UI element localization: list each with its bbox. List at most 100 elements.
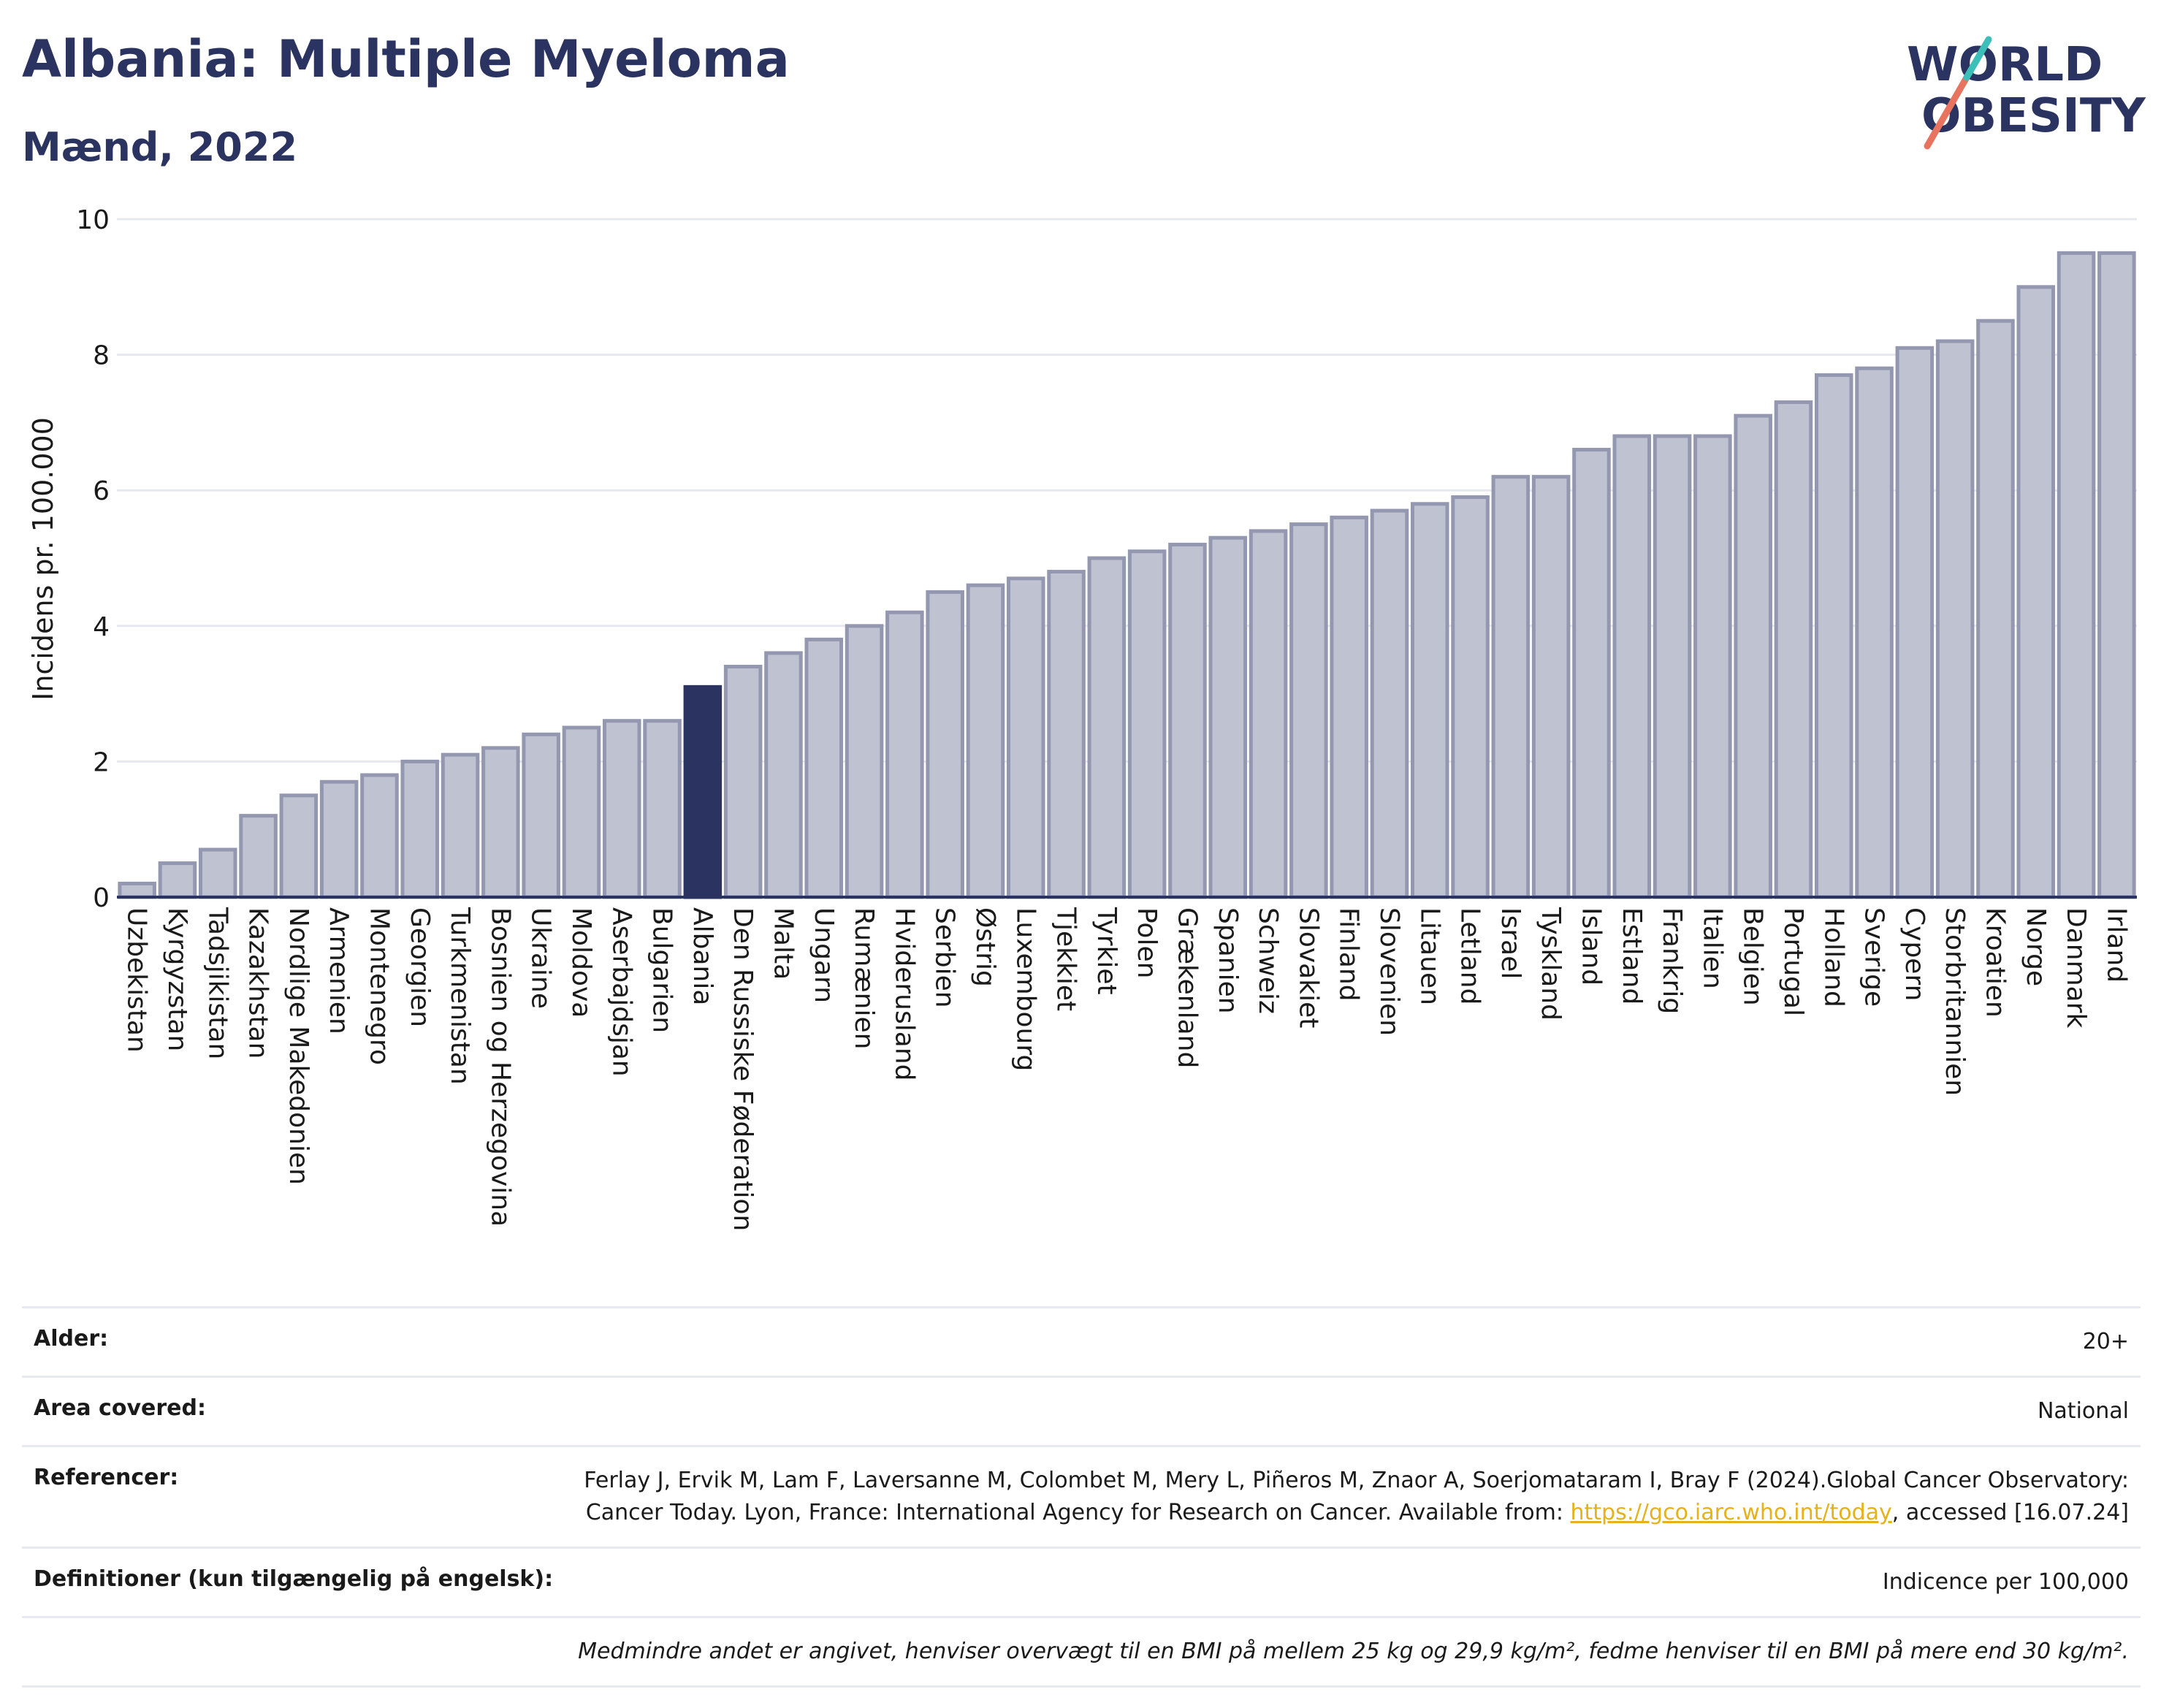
bmi-note: Medmindre andet er angivet, henviser ove…	[578, 1639, 2129, 1664]
x-tick-label: Serbien	[930, 907, 960, 1008]
x-tick-label: Kazakhstan	[243, 907, 273, 1059]
bar-finland	[1330, 515, 1368, 899]
bar-malta	[764, 651, 803, 899]
bar-litauen	[1410, 502, 1449, 899]
x-tick-label: Norge	[2021, 907, 2051, 986]
bar-ukraine	[522, 732, 560, 899]
bar-uzbekistan	[118, 881, 156, 899]
bar-holland	[1814, 373, 1853, 899]
x-tick-label: Nordlige Makedonien	[283, 907, 313, 1185]
bar-polen	[1127, 549, 1167, 899]
x-tick-label: Malta	[768, 907, 798, 980]
bar-letland	[1451, 495, 1490, 899]
tick-labels: 0 2 4 6 8 10 Uzbekistan Kyrgyzstan Tadsjikistan K…	[76, 205, 2131, 1231]
area-label: Area covered:	[34, 1395, 206, 1421]
bar-island	[1572, 448, 1611, 899]
x-tick-label: Italien	[1697, 907, 1727, 989]
x-tick-label: Schweiz	[1253, 907, 1283, 1014]
definitions-value: Indicence per 100,000	[1882, 1569, 2129, 1595]
y-tick-label: 6	[93, 476, 110, 506]
x-tick-label: Rumænien	[849, 907, 879, 1049]
info-row-age: Alder: 20+	[22, 1306, 2141, 1376]
info-row-definitions: Definitioner (kun tilgængelig på engelsk…	[22, 1547, 2141, 1616]
x-tick-label: Irland	[2101, 907, 2131, 983]
bar-slovakiet	[1289, 522, 1328, 899]
bars	[118, 251, 2136, 899]
x-tick-label: Ungarn	[809, 907, 839, 1003]
bar-tadsjikistan	[198, 847, 237, 899]
x-tick-label: Slovakiet	[1293, 907, 1323, 1028]
x-tick-label: Danmark	[2061, 907, 2091, 1029]
bar-estland	[1612, 434, 1652, 899]
bar-cypern	[1895, 346, 1935, 899]
info-row-note: Medmindre andet er angivet, henviser ove…	[22, 1616, 2141, 1688]
x-tick-label: Estland	[1617, 907, 1647, 1004]
bar-rumænien	[845, 624, 884, 899]
x-tick-label: Tadsjikistan	[202, 907, 232, 1059]
y-tick-label: 8	[93, 341, 110, 371]
bar-bosnien-og-herzegovina	[481, 746, 520, 899]
y-tick-label: 2	[93, 747, 110, 777]
x-tick-label: Frankrig	[1657, 907, 1687, 1014]
bar-schweiz	[1249, 529, 1288, 899]
bar-storbritannien	[1935, 339, 1975, 899]
x-tick-label: Tyskland	[1536, 907, 1566, 1021]
x-tick-label: Israel	[1495, 907, 1525, 979]
x-tick-label: Kyrgyzstan	[162, 907, 192, 1051]
x-tick-label: Cypern	[1899, 907, 1929, 1001]
bar-portugal	[1774, 400, 1813, 899]
reference-link[interactable]: https://gco.iarc.who.int/today	[1570, 1500, 1892, 1525]
bar-slovenien	[1370, 508, 1409, 899]
x-tick-label: Belgien	[1738, 907, 1768, 1006]
bar-montenegro	[360, 773, 399, 899]
info-row-references: Referencer: Ferlay J, Ervik M, Lam F, La…	[22, 1445, 2141, 1547]
bar-albania	[683, 685, 723, 899]
x-tick-label: Slovenien	[1374, 907, 1404, 1036]
x-tick-label: Kroatien	[1980, 907, 2010, 1018]
x-tick-label: Spanien	[1213, 907, 1243, 1014]
reference-text: Ferlay J, Ervik M, Lam F, Laversanne M, …	[584, 1468, 2129, 1525]
bar-belgien	[1734, 413, 1772, 899]
age-label: Alder:	[34, 1326, 109, 1351]
x-tick-label: Montenegro	[364, 907, 394, 1065]
bar-israel	[1491, 475, 1531, 899]
reference-accessed: , accessed [16.07.24]	[1891, 1500, 2129, 1525]
x-tick-label: Ukraine	[526, 907, 556, 1009]
bar-den-russiske-føderation	[723, 664, 763, 899]
bar-hviderusland	[885, 610, 924, 899]
x-tick-label: Portugal	[1778, 907, 1808, 1016]
info-row-area: Area covered: National	[22, 1376, 2141, 1445]
logo-line-2: OBESITY	[1921, 89, 2146, 143]
y-tick-label: 10	[76, 205, 110, 235]
bar-nordlige-makedonien	[279, 793, 319, 899]
bar-chart: 0 2 4 6 8 10 Uzbekistan Kyrgyzstan Tadsjikistan K…	[27, 205, 2137, 1231]
x-tick-label: Holland	[1818, 907, 1848, 1007]
x-tick-label: Tjekkiet	[1051, 907, 1081, 1011]
x-tick-label: Hviderusland	[889, 907, 919, 1080]
x-tick-label: Aserbajdsjan	[606, 907, 636, 1077]
bar-tyskland	[1531, 475, 1571, 899]
y-tick-label: 0	[93, 883, 110, 913]
bar-østrig	[966, 583, 1005, 899]
world-obesity-logo: WORLD OBESITY	[1907, 36, 2146, 150]
bar-grækenland	[1168, 542, 1207, 899]
x-tick-label: Georgien	[405, 907, 435, 1027]
bar-moldova	[562, 725, 601, 899]
bar-turkmenistan	[441, 752, 480, 899]
x-tick-label: Luxembourg	[1010, 907, 1040, 1071]
x-tick-label: Polen	[1132, 907, 1162, 978]
bar-danmark	[2057, 251, 2096, 899]
bar-irland	[2097, 251, 2136, 899]
x-tick-label: Sverige	[1859, 907, 1889, 1007]
bar-kyrgyzstan	[158, 861, 197, 899]
page-subtitle: Mænd, 2022	[22, 124, 298, 170]
bar-serbien	[926, 590, 964, 899]
x-tick-label: Uzbekistan	[122, 907, 152, 1053]
x-tick-label: Den Russiske Føderation	[728, 907, 758, 1231]
x-tick-label: Turkmenistan	[445, 907, 475, 1085]
bar-spanien	[1208, 535, 1248, 899]
area-value: National	[2037, 1398, 2129, 1424]
bar-sverige	[1855, 366, 1894, 899]
x-tick-label: Litauen	[1414, 907, 1444, 1005]
x-tick-label: Armenien	[324, 907, 354, 1034]
